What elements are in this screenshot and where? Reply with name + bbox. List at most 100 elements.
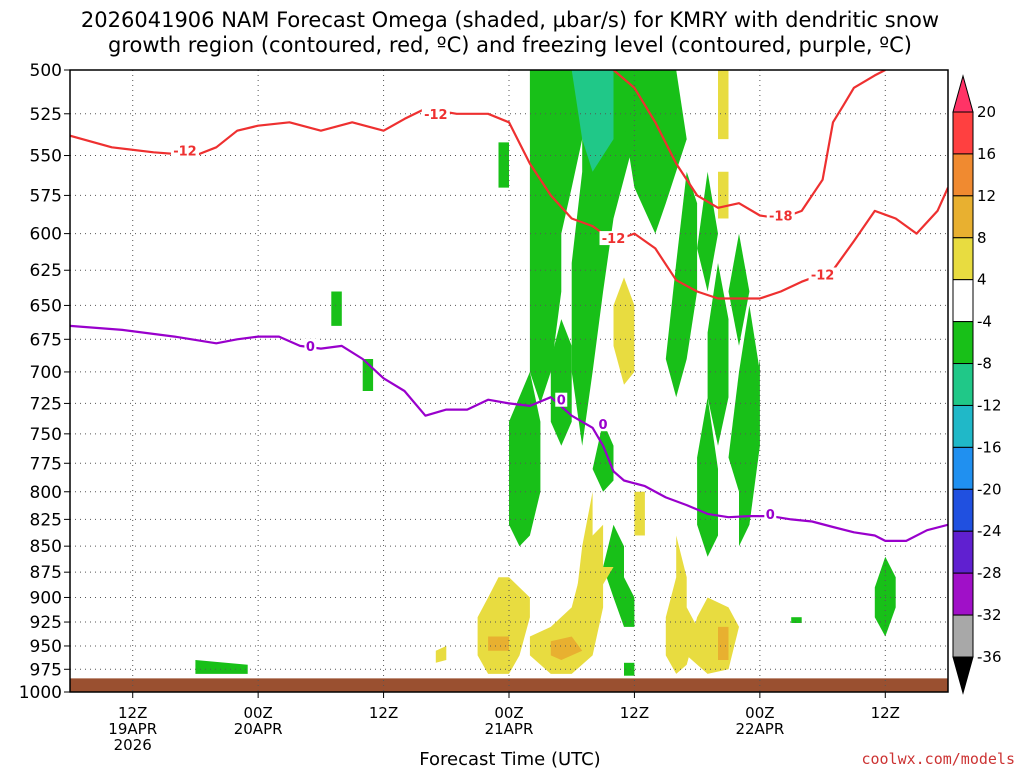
omega-region-30 xyxy=(718,171,729,219)
y-tick-label-600: 600 xyxy=(30,225,62,245)
contour-label-bg-2 xyxy=(597,417,610,432)
omega-region-31 xyxy=(634,491,645,536)
colorbar-label-5: -4 xyxy=(977,313,992,331)
contour-label-5: -12 xyxy=(424,108,448,123)
omega-region-7 xyxy=(697,171,718,292)
x-tick-label-6-1: 19APR xyxy=(108,720,157,738)
y-tick-label-750: 750 xyxy=(30,425,62,445)
colorbar-label-9: -20 xyxy=(977,480,1002,498)
y-tick-label-975: 975 xyxy=(30,660,62,680)
contour-label-3: 0 xyxy=(766,508,775,523)
omega-region-6 xyxy=(665,171,698,398)
contour-label-7: -12 xyxy=(811,269,835,284)
y-tick-label-575: 575 xyxy=(30,186,62,206)
y-tick-label-925: 925 xyxy=(30,613,62,633)
x-axis-label: Forecast Time (UTC) xyxy=(419,749,600,768)
x-tick-label-42-0: 00Z xyxy=(494,704,523,722)
omega-region-35 xyxy=(718,626,729,660)
colorbar-label-8: -16 xyxy=(977,438,1002,456)
omega-region-1 xyxy=(571,70,635,446)
colorbar-box-7 xyxy=(952,404,974,448)
omega-region-22 xyxy=(603,70,614,106)
contour-label-bg-1 xyxy=(555,392,568,407)
y-tick-label-875: 875 xyxy=(30,563,62,583)
contour-label-8: -18 xyxy=(769,209,793,224)
chart-title-line2: growth region (contoured, red, ºC) and f… xyxy=(108,33,912,57)
omega-region-10 xyxy=(728,305,760,492)
colorbar-box-5 xyxy=(952,321,974,365)
omega-region-11 xyxy=(697,397,718,557)
x-tick-label-54-0: 12Z xyxy=(620,704,649,722)
omega-region-15 xyxy=(195,660,248,674)
colorbar-box-3 xyxy=(952,237,974,281)
chart-title-line1: 2026041906 NAM Forecast Omega (shaded, µ… xyxy=(81,8,939,32)
colorbar-label-11: -28 xyxy=(977,564,1002,582)
omega-region-19 xyxy=(624,662,635,676)
omega-region-13 xyxy=(603,524,635,627)
x-tick-label-18-0: 00Z xyxy=(243,704,272,722)
x-tick-label-6-0: 12Z xyxy=(118,704,147,722)
y-tick-label-850: 850 xyxy=(30,537,62,557)
contour-labels: 0 0 0 0 -12 -12 -12 -12 -18 xyxy=(170,106,837,523)
x-tick-label-66-0: 00Z xyxy=(745,704,774,722)
colorbar-box-11 xyxy=(952,572,974,616)
colorbar-label-3: 8 xyxy=(977,229,987,247)
colorbar-top-arrow xyxy=(952,74,974,113)
contour-label-bg-0 xyxy=(304,338,317,353)
colorbar-box-4 xyxy=(952,279,974,323)
colorbar-label-6: -8 xyxy=(977,355,992,373)
omega-region-33 xyxy=(488,636,509,651)
omega-region-0 xyxy=(529,70,583,404)
colorbar-label-10: -24 xyxy=(977,522,1002,540)
omega-region-32 xyxy=(435,646,447,663)
x-tick-label-78-0: 12Z xyxy=(871,704,900,722)
y-tick-label-525: 525 xyxy=(30,105,62,125)
omega-region-34 xyxy=(550,636,583,660)
contour-label-0: 0 xyxy=(306,340,315,355)
omega-region-4 xyxy=(509,371,541,547)
colorbar-label-1: 16 xyxy=(977,145,996,163)
y-tick-label-1000: 1000 xyxy=(19,683,62,703)
omega-region-20 xyxy=(791,617,802,623)
contour-label-bg-4 xyxy=(170,143,199,158)
y-tick-label-700: 700 xyxy=(30,363,62,383)
colorbar-box-0 xyxy=(952,111,974,155)
colorbar-label-4: 4 xyxy=(977,271,987,289)
y-tick-label-900: 900 xyxy=(30,588,62,608)
colorbar-label-7: -12 xyxy=(977,396,1002,414)
omega-region-27 xyxy=(665,535,698,674)
colorbar-box-10 xyxy=(952,530,974,574)
contour-label-1: 0 xyxy=(557,394,566,409)
credit-text: coolwx.com/models xyxy=(861,750,1015,768)
omega-region-2 xyxy=(624,70,687,234)
colorbar-label-12: -32 xyxy=(977,606,1002,624)
colorbar-box-1 xyxy=(952,153,974,197)
omega-region-14 xyxy=(874,556,896,637)
y-tick-label-550: 550 xyxy=(30,147,62,167)
y-tick-label-950: 950 xyxy=(30,637,62,657)
y-tick-label-625: 625 xyxy=(30,261,62,281)
y-tick-label-825: 825 xyxy=(30,510,62,530)
contour-label-6: -12 xyxy=(602,232,626,247)
omega-region-5 xyxy=(592,421,614,492)
colorbar-label-2: 12 xyxy=(977,187,996,205)
contour-label-2: 0 xyxy=(599,418,608,433)
omega-region-25 xyxy=(571,491,614,637)
y-axis: 500 525 550 575 600 625 650 675 700 725 750 775 800 8… xyxy=(19,61,70,703)
x-tick-label-30-0: 12Z xyxy=(369,704,398,722)
omega-region-29 xyxy=(718,70,729,140)
contour-label-4: -12 xyxy=(173,145,197,160)
colorbar-label-13: -36 xyxy=(977,648,1002,666)
x-tick-label-42-1: 21APR xyxy=(485,720,534,738)
colorbar-box-9 xyxy=(952,488,974,532)
contour-label-bg-6 xyxy=(599,231,628,246)
omega-region-8 xyxy=(707,263,729,446)
y-tick-label-500: 500 xyxy=(30,61,62,81)
colorbar-box-2 xyxy=(952,195,974,239)
omega-region-12 xyxy=(739,359,760,547)
omega-shading xyxy=(70,70,948,692)
omega-region-3 xyxy=(550,319,572,446)
y-tick-label-775: 775 xyxy=(30,454,62,474)
colorbar-label-0: 20 xyxy=(977,103,996,121)
